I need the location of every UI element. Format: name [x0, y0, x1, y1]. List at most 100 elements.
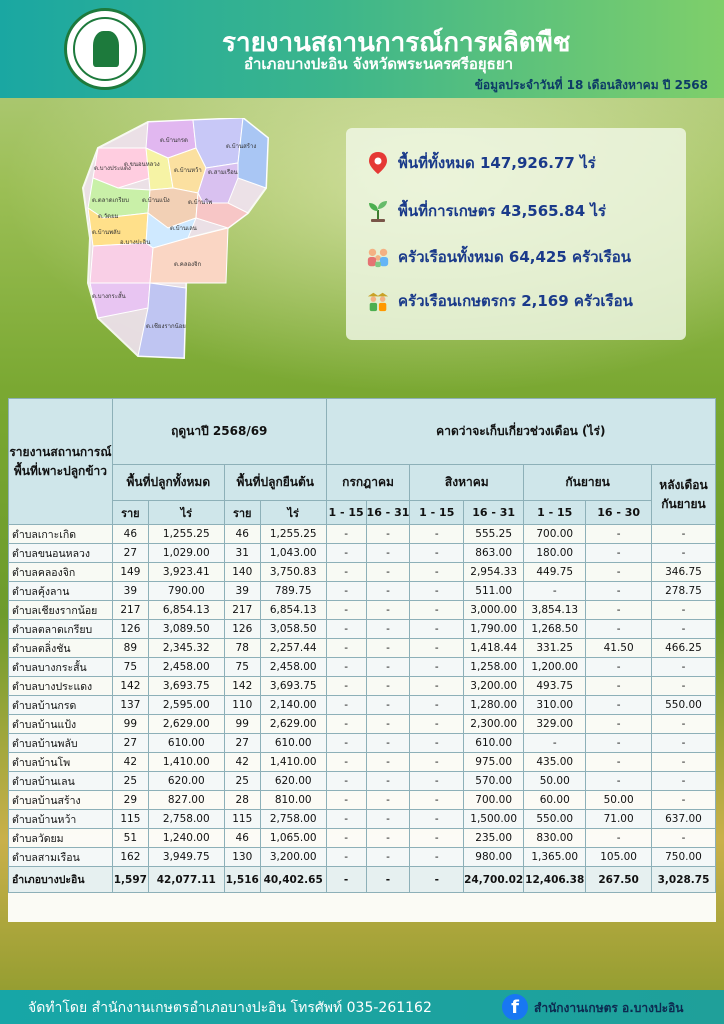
table-cell: 115 [223, 809, 261, 829]
table-cell: 71.00 [585, 809, 653, 829]
table-cell: - [523, 733, 587, 753]
header-planted-standing: พื้นที่ปลูกยืนต้น [223, 464, 327, 501]
table-cell: 25 [111, 771, 149, 791]
table-row: ตำบลขนอนหลวง 27 1,029.00 31 1,043.00- - -863.0… [8, 543, 716, 563]
table-cell: 1,043.00 [259, 543, 327, 563]
table-cell: 27 [111, 543, 149, 563]
table-cell: 610.00 [259, 733, 327, 753]
table-cell: 2,954.33 [463, 562, 525, 582]
table-cell: 126 [111, 619, 149, 639]
table-cell: - [365, 524, 411, 544]
rice-planting-table-container: รายงานสถานการณ์พื้นที่เพาะปลูกข้าว ฤดูนา… [8, 398, 717, 922]
table-cell: 60.00 [523, 790, 587, 810]
table-cell: - [325, 809, 367, 829]
table-cell: 1,365.00 [523, 847, 587, 867]
table-cell: - [365, 600, 411, 620]
table-cell: 620.00 [259, 771, 327, 791]
map-label: ต.เชียงรากน้อย [146, 322, 186, 330]
map-label: ต.ขนอนหลวง [124, 161, 160, 168]
table-cell: - [325, 619, 367, 639]
table-cell: 493.75 [523, 676, 587, 696]
table-row: ตำบลบ้านโพ 42 1,410.00 42 1,410.00- - -975.00 4… [8, 752, 716, 772]
subdistrict-name-cell: ตำบลบ้านพลับ [8, 733, 113, 753]
header-period: 16 - 30 [585, 500, 653, 525]
table-cell: 46 [111, 524, 149, 544]
table-cell: 115 [111, 809, 149, 829]
facebook-icon[interactable]: f [502, 994, 528, 1020]
table-cell: - [585, 676, 653, 696]
subdistrict-name-cell: ตำบลเกาะเกิด [8, 524, 113, 544]
header-period: 16 - 31 [463, 500, 525, 525]
table-cell: - [651, 752, 716, 772]
table-cell: 42 [111, 752, 149, 772]
table-cell: - [409, 638, 465, 658]
table-cell: 3,089.50 [147, 619, 225, 639]
table-cell: 3,200.00 [463, 676, 525, 696]
table-cell: 550.00 [651, 695, 716, 715]
table-cell: - [365, 714, 411, 734]
table-body: ตำบลเกาะเกิด 46 1,255.25 46 1,255.25- - -555.2… [8, 524, 716, 893]
table-cell: 3,058.50 [259, 619, 327, 639]
table-cell: 435.00 [523, 752, 587, 772]
table-row: ตำบลบ้านเลน 25 620.00 25 620.00- - -570.00 50.0… [8, 771, 716, 791]
map-label: ต.บ้านเลน [170, 225, 197, 232]
stat-agri-area: พื้นที่การเกษตร 43,565.84 ไร่ [366, 196, 606, 226]
table-cell: 3,693.75 [259, 676, 327, 696]
table-cell: 6,854.13 [259, 600, 327, 620]
table-cell: - [651, 714, 716, 734]
table-cell: - [651, 676, 716, 696]
summary-stats-panel: พื้นที่ทั้งหมด 147,926.77 ไร่ พื้นที่การ… [346, 128, 686, 340]
table-cell: - [365, 562, 411, 582]
table-cell: 2,300.00 [463, 714, 525, 734]
header-august: สิงหาคม [409, 464, 525, 501]
table-cell: 235.00 [463, 828, 525, 848]
map-label: ต.คลองจิก [174, 261, 202, 268]
stat-total-area: พื้นที่ทั้งหมด 147,926.77 ไร่ [366, 148, 596, 178]
table-cell: 89 [111, 638, 149, 658]
table-cell: 31 [223, 543, 261, 563]
table-cell: 142 [111, 676, 149, 696]
table-cell: 140 [223, 562, 261, 582]
table-cell: 570.00 [463, 771, 525, 791]
table-cell: - [585, 695, 653, 715]
table-cell: - [365, 638, 411, 658]
table-cell: - [409, 866, 465, 893]
table-cell: 39 [111, 581, 149, 601]
table-row: ตำบลตลิ่งชัน 89 2,345.32 78 2,257.44- - -1,418… [8, 638, 716, 658]
header-september: กันยายน [523, 464, 653, 501]
table-cell: 42,077.11 [147, 866, 225, 893]
table-cell: - [409, 695, 465, 715]
table-cell: 449.75 [523, 562, 587, 582]
table-cell: - [325, 714, 367, 734]
subdistrict-name-cell: ตำบลบ้านแป้ง [8, 714, 113, 734]
map-label: ต.สามเรือน [208, 168, 238, 176]
table-cell: 126 [223, 619, 261, 639]
table-cell: 1,500.00 [463, 809, 525, 829]
table-cell: 24,700.02 [463, 866, 525, 893]
table-cell: 827.00 [147, 790, 225, 810]
table-cell: 2,629.00 [147, 714, 225, 734]
table-cell: 51 [111, 828, 149, 848]
table-cell: 12,406.38 [523, 866, 587, 893]
map-label: ต.บ้านกรด [160, 137, 188, 144]
table-cell: - [409, 752, 465, 772]
map-label: ต.บางประแดง [94, 165, 131, 172]
subdistrict-name-cell: ตำบลตลาดเกรียบ [8, 619, 113, 639]
table-cell: 46 [223, 524, 261, 544]
map-label: ต.วัดยม [98, 213, 119, 220]
table-cell: - [365, 790, 411, 810]
table-cell: - [585, 752, 653, 772]
table-cell: 863.00 [463, 543, 525, 563]
header-period: 16 - 31 [365, 500, 411, 525]
table-cell: 40,402.65 [259, 866, 327, 893]
subdistrict-name-cell: ตำบลบ้านโพ [8, 752, 113, 772]
table-cell: 162 [111, 847, 149, 867]
table-cell: - [585, 619, 653, 639]
header-forecast: คาดว่าจะเก็บเกี่ยวช่วงเดือน (ไร่) [325, 398, 717, 465]
table-cell: 42 [223, 752, 261, 772]
table-cell: - [365, 752, 411, 772]
table-cell: - [325, 581, 367, 601]
footer-bar: จัดทำโดย สำนักงานเกษตรอำเภอบางปะอิน โทรศ… [0, 990, 724, 1024]
header-period: 1 - 15 [523, 500, 587, 525]
facebook-page-name[interactable]: สำนักงานเกษตร อ.บางปะอิน [534, 1001, 684, 1015]
